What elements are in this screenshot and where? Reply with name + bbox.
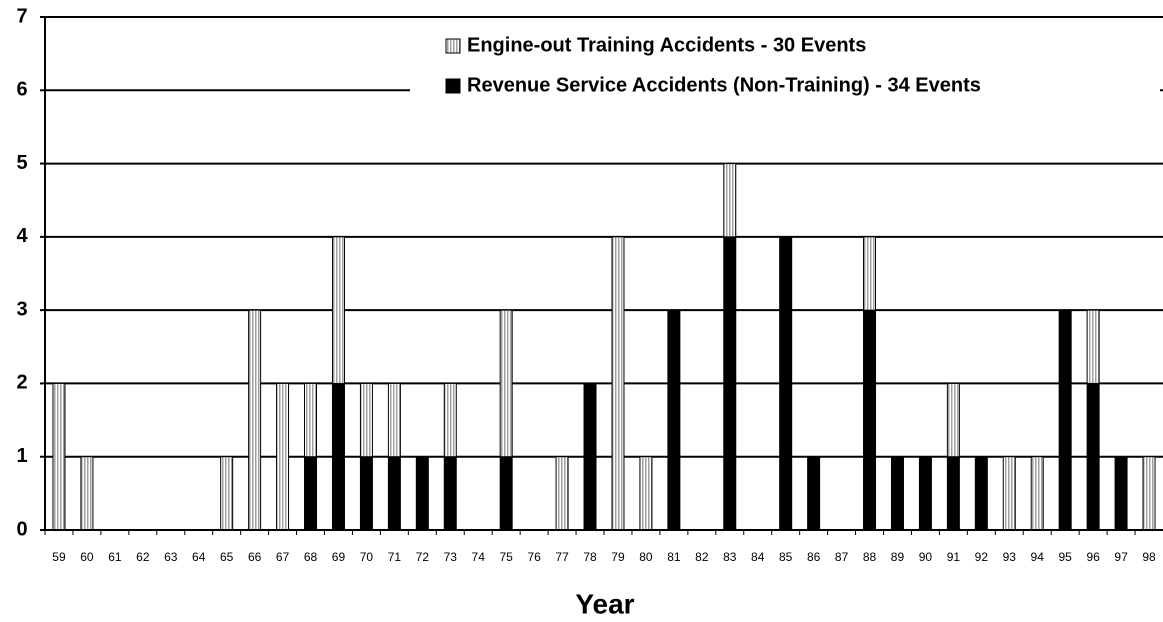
- x-tick-label: 91: [947, 550, 961, 564]
- bar: [723, 163, 737, 238]
- bar: [1086, 382, 1100, 531]
- bar: [946, 456, 960, 531]
- bar: [1058, 309, 1072, 531]
- x-tick-label: 63: [164, 550, 178, 564]
- bar: [1030, 456, 1044, 531]
- bar: [807, 456, 821, 531]
- x-tick-label: 90: [919, 550, 933, 564]
- bar: [443, 382, 457, 458]
- bar: [723, 236, 737, 531]
- bar: [1142, 456, 1156, 531]
- x-tick-label: 72: [416, 550, 430, 564]
- x-tick-label: 79: [611, 550, 625, 564]
- bar: [499, 456, 513, 531]
- x-tick-label: 70: [360, 550, 374, 564]
- y-tick-label: 5: [16, 152, 27, 174]
- x-tick-label: 89: [891, 550, 905, 564]
- x-tick-label: 66: [248, 550, 262, 564]
- bar: [220, 456, 234, 531]
- x-tick-label: 69: [332, 550, 346, 564]
- y-tick-label: 6: [16, 79, 27, 101]
- bar: [667, 309, 681, 531]
- x-tick-label: 73: [444, 550, 458, 564]
- bar: [974, 456, 988, 531]
- x-tick-label: 77: [555, 550, 569, 564]
- x-tick-label: 59: [52, 550, 66, 564]
- x-tick-label: 87: [835, 550, 849, 564]
- bar: [387, 456, 401, 531]
- y-tick-label: 4: [16, 225, 28, 247]
- legend-label: Engine-out Training Accidents - 30 Event…: [467, 34, 866, 56]
- x-tick-label: 97: [1114, 550, 1128, 564]
- y-tick-label: 3: [16, 298, 27, 320]
- bar: [415, 456, 429, 531]
- x-tick-label: 94: [1031, 550, 1045, 564]
- bar: [359, 456, 373, 531]
- bar: [639, 456, 653, 531]
- bar: [1114, 456, 1128, 531]
- bar: [1002, 456, 1016, 531]
- y-tick-label: 7: [16, 5, 27, 27]
- legend-label: Revenue Service Accidents (Non-Training)…: [467, 74, 981, 96]
- bar: [248, 309, 262, 531]
- bar: [443, 456, 457, 531]
- x-tick-label: 76: [527, 550, 541, 564]
- bar: [499, 309, 513, 458]
- x-tick-label: 67: [276, 550, 290, 564]
- bar: [555, 456, 569, 531]
- bar: [331, 382, 345, 531]
- bar: [80, 456, 94, 531]
- bar: [1086, 309, 1100, 384]
- x-tick-label: 78: [583, 550, 597, 564]
- bar: [918, 456, 932, 531]
- x-tick-label: 85: [779, 550, 793, 564]
- x-axis-label: Year: [575, 588, 634, 619]
- x-tick-label: 65: [220, 550, 234, 564]
- y-tick-label: 0: [16, 518, 27, 540]
- x-tick-label: 61: [108, 550, 122, 564]
- x-tick-label: 68: [304, 550, 318, 564]
- x-tick-label: 92: [975, 550, 989, 564]
- y-tick-label: 1: [16, 445, 27, 467]
- x-tick-label: 88: [863, 550, 877, 564]
- bar: [331, 236, 345, 384]
- x-tick-label: 75: [499, 550, 513, 564]
- x-tick-label: 64: [192, 550, 206, 564]
- bar: [863, 236, 877, 311]
- bar: [779, 236, 793, 531]
- x-tick-label: 80: [639, 550, 653, 564]
- bar: [890, 456, 904, 531]
- bar: [52, 382, 66, 531]
- x-tick-label: 62: [136, 550, 150, 564]
- x-tick-label: 95: [1058, 550, 1072, 564]
- bar: [304, 382, 318, 458]
- x-tick-label: 93: [1003, 550, 1017, 564]
- bar: [946, 382, 960, 458]
- x-tick-label: 83: [723, 550, 737, 564]
- y-tick-label: 2: [16, 372, 27, 394]
- bar: [863, 309, 877, 531]
- legend-swatch: [445, 38, 461, 54]
- bar: [387, 382, 401, 458]
- x-tick-label: 86: [807, 550, 821, 564]
- x-tick-label: 98: [1142, 550, 1156, 564]
- x-tick-label: 96: [1086, 550, 1100, 564]
- bar: [611, 236, 625, 531]
- x-tick-label: 60: [80, 550, 94, 564]
- x-tick-label: 81: [667, 550, 681, 564]
- x-tick-label: 82: [695, 550, 709, 564]
- bar: [304, 456, 318, 531]
- x-tick-label: 84: [751, 550, 765, 564]
- bar: [583, 382, 597, 531]
- bar: [359, 382, 373, 458]
- x-tick-label: 71: [388, 550, 402, 564]
- legend-swatch: [445, 78, 461, 94]
- x-tick-label: 74: [472, 550, 486, 564]
- bar: [276, 382, 290, 531]
- legend-box: [410, 28, 1160, 108]
